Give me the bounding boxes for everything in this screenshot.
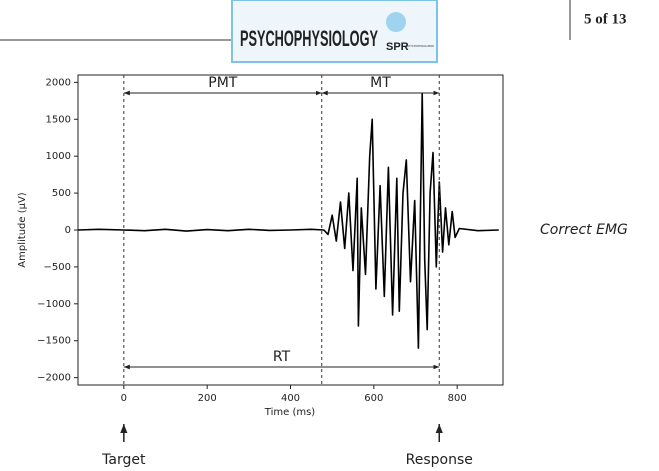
series-label: Correct EMG bbox=[540, 222, 628, 238]
y-tick-label: 0 bbox=[65, 225, 71, 236]
journal-logo-box bbox=[231, 0, 438, 63]
y-tick-label: −1000 bbox=[37, 299, 71, 310]
event-label: Response bbox=[406, 452, 473, 468]
interval-label: PMT bbox=[208, 75, 238, 91]
signal-line bbox=[77, 92, 499, 349]
y-tick-label: 1500 bbox=[46, 114, 71, 125]
x-axis-label: Time (ms) bbox=[264, 407, 316, 418]
x-tick-label: 600 bbox=[364, 393, 383, 404]
y-tick-label: 2000 bbox=[46, 77, 71, 88]
event-label: Target bbox=[101, 452, 146, 468]
y-axis-label: Amplitude (μV) bbox=[17, 192, 28, 268]
x-tick-label: 400 bbox=[281, 393, 300, 404]
society-name: SOCIETY FOR PSYCHOPHYSIOLOGICAL RESEARCH bbox=[406, 44, 434, 48]
x-tick-label: 0 bbox=[121, 393, 127, 404]
interval-label: RT bbox=[273, 349, 291, 365]
y-tick-label: −500 bbox=[44, 262, 71, 273]
x-tick-label: 200 bbox=[198, 393, 217, 404]
y-tick-label: −2000 bbox=[37, 373, 71, 384]
x-tick-label: 800 bbox=[448, 393, 467, 404]
logo-text: SPR bbox=[386, 41, 409, 53]
y-tick-label: 500 bbox=[52, 188, 71, 199]
page-number: 5 of 13 bbox=[584, 11, 627, 27]
logo-icon bbox=[386, 12, 406, 32]
y-tick-label: 1000 bbox=[46, 151, 71, 162]
y-tick-label: −1500 bbox=[37, 336, 71, 347]
interval-label: MT bbox=[370, 75, 391, 91]
journal-name: PSYCHOPHYSIOLOGY bbox=[240, 26, 378, 51]
